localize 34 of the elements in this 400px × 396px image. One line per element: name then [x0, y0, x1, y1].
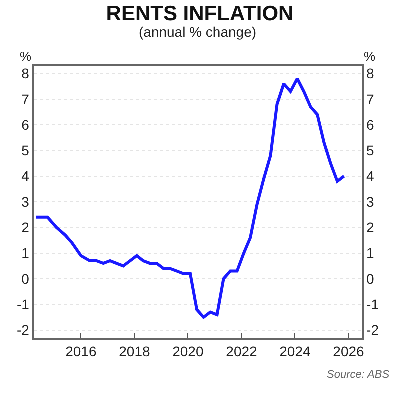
x-tick-label: 2026	[333, 344, 365, 360]
y2-tick-label: 0	[366, 270, 375, 287]
x-tick-label: 2024	[280, 344, 311, 360]
y2-tick-label: 5	[366, 142, 375, 159]
y2-tick-label: -1	[366, 296, 380, 313]
y2-tick-label: 7	[366, 91, 375, 108]
chart-title: RENTS INFLATION	[106, 2, 294, 26]
y2-axis-title: %	[364, 49, 376, 64]
y-tick-label: 5	[22, 142, 30, 159]
source-note: Source: ABS	[327, 369, 390, 381]
y-tick-label: 8	[22, 66, 30, 82]
chart-subtitle: (annual % change)	[139, 24, 257, 40]
y-axis-title: %	[20, 49, 32, 64]
x-tick-label: 2018	[119, 344, 150, 360]
y2-tick-label: 8	[366, 66, 375, 82]
line-series	[34, 77, 346, 319]
y-tick-label: 0	[22, 270, 30, 287]
x-tick-label: 2016	[66, 344, 97, 360]
y2-tick-label: 4	[366, 168, 375, 184]
y-tick-label: -2	[16, 322, 30, 338]
y2-tick-label: 3	[366, 194, 375, 210]
y-tick-label: 6	[22, 116, 30, 133]
y-tick-label: 2	[22, 220, 30, 236]
x-tick-label: 2022	[226, 344, 258, 360]
y2-tick-label: 2	[366, 220, 375, 236]
y2-tick-label: 6	[366, 116, 375, 133]
y2-tick-label: 1	[366, 245, 375, 262]
y-tick-label: 4	[22, 168, 30, 184]
y-tick-label: -1	[16, 296, 30, 313]
x-tick-label: 2020	[172, 344, 204, 360]
y2-tick-label: -2	[366, 322, 380, 338]
y-tick-label: 7	[22, 91, 30, 108]
y-tick-label: 1	[22, 245, 30, 262]
y-tick-label: 3	[22, 194, 30, 210]
